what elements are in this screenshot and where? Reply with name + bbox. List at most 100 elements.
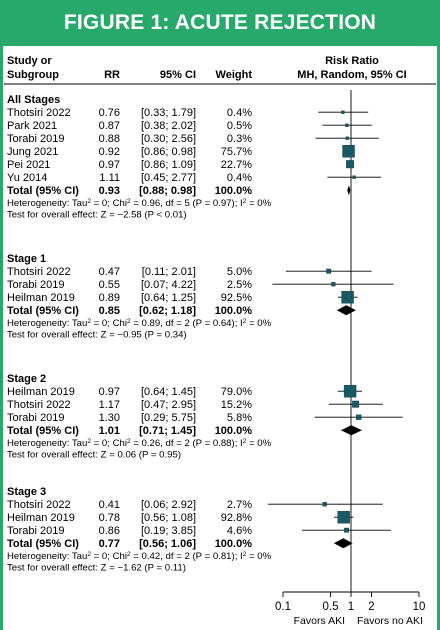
header-plot: Risk Ratio [325,55,379,67]
x-tick-label: 1 [348,601,354,613]
study-ci: [0.47; 2.95] [141,399,196,411]
total-rr: 0.77 [99,538,120,550]
total-weight: 100.0% [215,538,253,550]
total-label: Total (95% CI) [7,425,79,437]
x-tick-label: 2 [368,601,374,613]
study-weight: 22.7% [221,159,252,171]
study-rr: 0.97 [99,386,120,398]
study-name: Yu 2014 [7,172,47,184]
study-box [342,144,355,158]
study-box [352,175,356,179]
study-weight: 0.3% [227,133,252,145]
study-box [341,110,345,114]
study-name: Thotsiri 2022 [7,266,71,278]
study-rr: 0.76 [99,107,120,119]
header-study: Study or [7,55,52,67]
study-box [346,160,355,169]
study-ci: [0.06; 2.92] [141,499,196,511]
study-ci: [0.29; 5.75] [141,412,196,424]
total-ci: [0.71; 1.45] [139,425,196,437]
favors-left-label: Favors AKI [294,615,345,627]
favors-right-label: Favors no AKI [357,615,423,627]
heterogeneity-text: Heterogeneity: Tau2 = 0; Chi2 = 0.96, df… [7,198,272,210]
study-weight: 15.2% [221,399,252,411]
study-ci: [0.07; 4.22] [141,279,196,291]
study-name: Torabi 2019 [7,412,65,424]
total-weight: 100.0% [215,185,253,197]
study-weight: 79.0% [221,386,252,398]
header-ci: 95% CI [160,69,196,81]
study-rr: 0.88 [99,133,120,145]
study-rr: 0.55 [99,279,120,291]
study-rr: 1.17 [99,399,120,411]
study-name: Torabi 2019 [7,133,65,145]
study-box [352,400,360,408]
total-ci: [0.56; 1.06] [139,538,196,550]
header-rr: RR [104,69,120,81]
x-tick-label: 10 [413,601,426,613]
study-ci: [0.64; 1.45] [141,386,196,398]
study-box [331,282,336,287]
study-name: Heilman 2019 [7,292,75,304]
study-weight: 2.5% [227,279,252,291]
x-tick-label: 0.5 [323,601,339,613]
study-ci: [0.86; 0.98] [141,146,196,158]
study-weight: 92.5% [221,292,252,304]
header-weight: Weight [216,69,253,81]
study-rr: 0.87 [99,120,120,132]
study-ci: [0.33; 1.79] [141,107,196,119]
study-ci: [0.45; 2.77] [141,172,196,184]
total-label: Total (95% CI) [7,538,79,550]
study-name: Heilman 2019 [7,512,75,524]
overall-effect-text: Test for overall effect: Z = 0.06 (P = 0… [7,450,181,461]
figure-banner [0,0,440,46]
heterogeneity-text: Heterogeneity: Tau2 = 0; Chi2 = 0.26, df… [7,438,272,450]
study-weight: 0.4% [227,107,252,119]
study-weight: 0.5% [227,120,252,132]
total-rr: 0.93 [99,185,120,197]
study-name: Pei 2021 [7,159,50,171]
study-name: Park 2021 [7,120,57,132]
study-weight: 5.8% [227,412,252,424]
study-rr: 0.92 [99,146,120,158]
study-ci: [0.86; 1.09] [141,159,196,171]
study-name: Torabi 2019 [7,525,65,537]
total-diamond [336,305,356,316]
study-box [345,123,349,127]
overall-effect-text: Test for overall effect: Z = −0.95 (P = … [7,330,187,341]
study-name: Torabi 2019 [7,279,65,291]
overall-effect-text: Test for overall effect: Z = −2.58 (P < … [7,210,187,221]
study-name: Thotsiri 2022 [7,499,71,511]
group-title: Stage 1 [7,253,46,265]
study-weight: 92.8% [221,512,252,524]
study-box [341,291,354,304]
study-box [326,268,332,274]
study-rr: 1.11 [99,172,120,184]
figure-frame [0,46,440,630]
study-rr: 0.78 [99,512,120,524]
study-rr: 0.47 [99,266,120,278]
study-weight: 4.6% [227,525,252,537]
study-rr: 0.89 [99,292,120,304]
study-name: Heilman 2019 [7,386,75,398]
total-weight: 100.0% [215,305,253,317]
study-ci: [0.30; 2.56] [141,133,196,145]
group-title: Stage 2 [7,373,46,385]
study-rr: 0.97 [99,159,120,171]
heterogeneity-text: Heterogeneity: Tau2 = 0; Chi2 = 0.42, df… [7,551,272,563]
study-box [337,511,350,524]
study-ci: [0.11; 2.01] [142,266,196,278]
study-box [343,385,357,398]
group-title: Stage 3 [7,486,46,498]
study-ci: [0.56; 1.08] [141,512,196,524]
study-weight: 75.7% [221,146,252,158]
total-diamond [347,185,351,196]
overall-effect-text: Test for overall effect: Z = −1.62 (P = … [7,563,186,574]
total-label: Total (95% CI) [7,305,79,317]
study-name: Thotsiri 2022 [7,107,71,119]
study-weight: 2.7% [227,499,252,511]
study-ci: [0.64; 1.25] [141,292,196,304]
header-subgroup: Subgroup [7,69,59,81]
study-rr: 1.30 [99,412,120,424]
